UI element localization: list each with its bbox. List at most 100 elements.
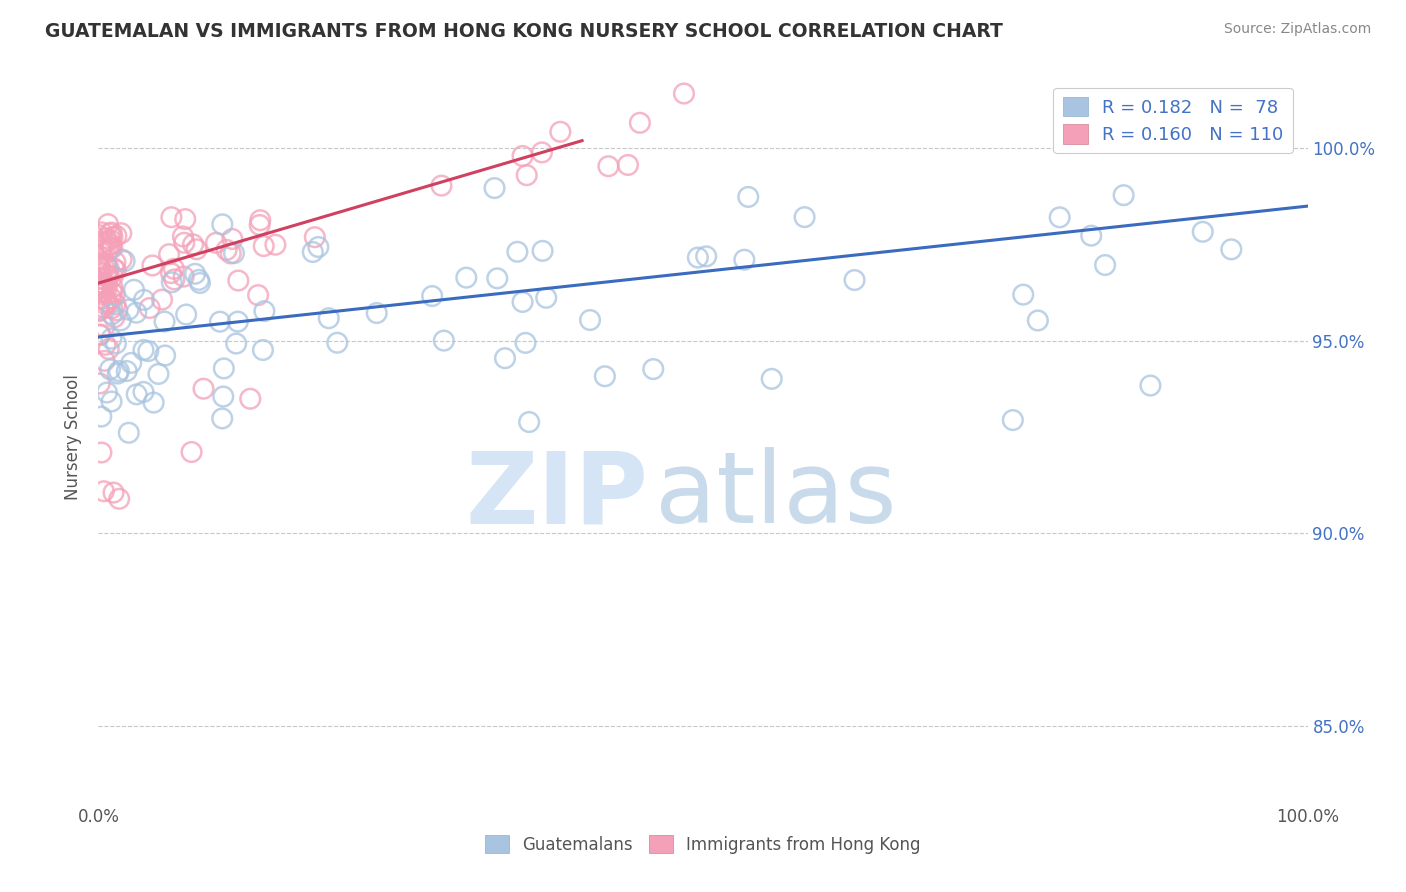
Point	[733, 252, 755, 267]
Point	[91, 279, 114, 293]
Point	[101, 241, 124, 255]
Point	[153, 314, 176, 328]
Point	[89, 376, 111, 391]
Point	[1191, 225, 1213, 239]
Point	[90, 445, 112, 459]
Point	[184, 267, 207, 281]
Point	[100, 233, 122, 247]
Point	[761, 372, 783, 386]
Point	[100, 237, 122, 252]
Point	[94, 278, 117, 293]
Point	[531, 244, 554, 258]
Point	[103, 261, 125, 276]
Point	[97, 270, 120, 285]
Point	[598, 159, 620, 173]
Point	[108, 364, 131, 378]
Point	[91, 239, 114, 253]
Point	[101, 269, 124, 284]
Point	[844, 273, 866, 287]
Point	[181, 237, 204, 252]
Point	[160, 275, 183, 289]
Point	[110, 313, 132, 327]
Point	[366, 306, 388, 320]
Point	[153, 349, 176, 363]
Point	[97, 342, 120, 356]
Point	[326, 335, 349, 350]
Point	[97, 217, 120, 231]
Point	[97, 243, 120, 257]
Point	[318, 311, 340, 326]
Point	[110, 226, 132, 240]
Point	[301, 245, 323, 260]
Point	[222, 246, 245, 260]
Point	[89, 265, 111, 279]
Point	[118, 425, 141, 440]
Point	[101, 301, 124, 315]
Point	[132, 384, 155, 399]
Text: atlas: atlas	[655, 447, 896, 544]
Point	[226, 315, 249, 329]
Point	[484, 181, 506, 195]
Point	[96, 268, 118, 283]
Point	[90, 409, 112, 424]
Point	[93, 353, 115, 368]
Point	[100, 394, 122, 409]
Point	[90, 225, 112, 239]
Point	[93, 484, 115, 499]
Point	[107, 367, 129, 381]
Point	[89, 282, 111, 296]
Point	[672, 87, 695, 101]
Point	[1012, 287, 1035, 301]
Point	[208, 315, 231, 329]
Point	[433, 334, 456, 348]
Point	[93, 319, 115, 334]
Point	[163, 272, 186, 286]
Point	[1220, 243, 1243, 257]
Point	[150, 293, 173, 307]
Point	[94, 256, 117, 270]
Point	[90, 271, 112, 285]
Point	[142, 395, 165, 409]
Point	[737, 190, 759, 204]
Point	[193, 382, 215, 396]
Point	[157, 247, 180, 261]
Point	[160, 266, 183, 280]
Point	[188, 276, 211, 290]
Point	[180, 445, 202, 459]
Point	[103, 310, 125, 325]
Point	[226, 274, 249, 288]
Point	[101, 285, 124, 300]
Point	[1001, 413, 1024, 427]
Point	[89, 278, 111, 293]
Point	[643, 362, 665, 376]
Point	[456, 270, 478, 285]
Point	[89, 303, 111, 318]
Point	[105, 229, 128, 244]
Point	[90, 292, 112, 306]
Point	[100, 292, 122, 306]
Point	[307, 240, 329, 254]
Point	[114, 254, 136, 268]
Point	[174, 212, 197, 227]
Text: GUATEMALAN VS IMMIGRANTS FROM HONG KONG NURSERY SCHOOL CORRELATION CHART: GUATEMALAN VS IMMIGRANTS FROM HONG KONG …	[45, 22, 1002, 41]
Point	[91, 287, 114, 301]
Point	[96, 385, 118, 400]
Point	[174, 308, 197, 322]
Point	[252, 343, 274, 357]
Point	[515, 335, 537, 350]
Legend: Guatemalans, Immigrants from Hong Kong: Guatemalans, Immigrants from Hong Kong	[479, 829, 927, 860]
Point	[104, 336, 127, 351]
Point	[100, 226, 122, 240]
Point	[173, 235, 195, 250]
Point	[517, 415, 540, 429]
Point	[101, 280, 124, 294]
Point	[93, 280, 115, 294]
Point	[205, 235, 228, 250]
Point	[103, 485, 125, 500]
Point	[264, 237, 287, 252]
Point	[304, 230, 326, 244]
Point	[125, 306, 148, 320]
Point	[534, 291, 557, 305]
Point	[89, 276, 111, 290]
Point	[115, 364, 138, 378]
